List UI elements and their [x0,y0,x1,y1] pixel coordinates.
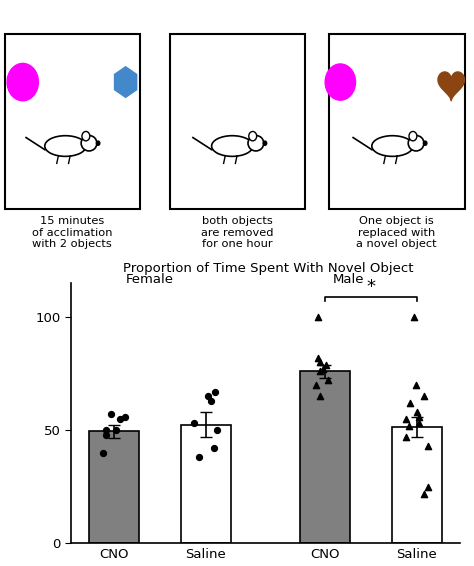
Text: 15 minutes
of acclimation
with 2 objects: 15 minutes of acclimation with 2 objects [32,216,112,250]
Point [116,414,123,423]
Point [420,392,428,401]
Point [322,360,329,369]
Point [204,392,212,401]
Point [102,426,109,435]
Point [112,426,120,435]
Circle shape [96,141,100,145]
Bar [5,34,140,209]
Point [316,367,324,376]
Point [121,412,128,421]
Circle shape [249,131,256,141]
Ellipse shape [45,136,86,156]
Point [424,441,431,451]
Circle shape [7,63,38,101]
Text: both objects
are removed
for one hour: both objects are removed for one hour [201,216,273,250]
Point [314,353,321,362]
Point [415,412,423,421]
Point [316,392,324,401]
Ellipse shape [408,135,424,151]
Text: *: * [366,278,375,296]
Polygon shape [438,72,465,101]
Text: Male: Male [333,273,364,286]
Point [191,419,198,428]
Point [406,398,413,408]
Point [319,365,327,374]
Text: Female: Female [125,273,173,286]
Point [402,414,410,423]
Point [211,387,219,396]
Circle shape [263,141,267,145]
Point [405,421,413,430]
Point [100,448,107,457]
Point [403,432,410,441]
Text: Proportion of Time Spent With Novel Object: Proportion of Time Spent With Novel Obje… [123,261,413,275]
Circle shape [82,131,90,141]
Bar [392,427,442,543]
Point [317,358,324,367]
Circle shape [409,131,417,141]
Point [416,419,423,428]
Point [314,312,321,321]
Point [424,482,432,491]
Text: One object is
replaced with
a novel object: One object is replaced with a novel obje… [356,216,437,250]
Bar [300,371,350,543]
Bar [181,424,231,543]
Point [210,444,218,453]
Point [107,410,115,419]
Bar [89,431,139,543]
Point [410,312,418,321]
Point [324,376,331,385]
Ellipse shape [248,135,264,151]
Point [102,430,109,439]
Point [412,380,419,389]
Ellipse shape [81,135,97,151]
Bar [329,34,465,209]
Circle shape [423,141,427,145]
Polygon shape [115,67,137,97]
Point [420,489,428,498]
Point [195,453,203,462]
Point [207,396,215,405]
Point [413,408,421,417]
Point [313,380,320,389]
Circle shape [325,64,356,100]
Ellipse shape [372,136,413,156]
Point [213,426,221,435]
Bar [170,34,305,209]
Ellipse shape [211,136,253,156]
